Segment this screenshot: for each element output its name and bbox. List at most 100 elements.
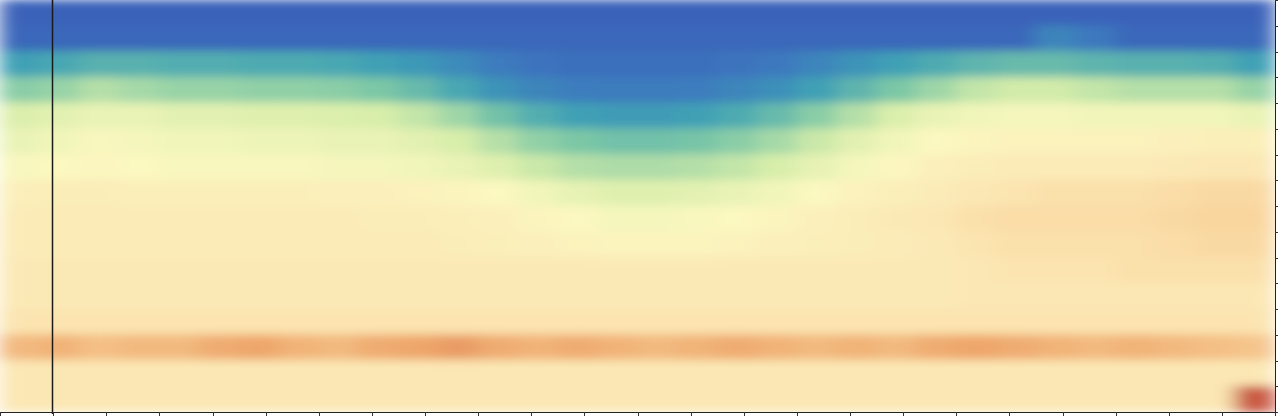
cell bbox=[677, 25, 718, 52]
cell bbox=[1155, 128, 1196, 155]
cell bbox=[677, 334, 718, 361]
cell bbox=[916, 180, 957, 207]
cell bbox=[0, 103, 40, 130]
cell bbox=[199, 51, 240, 78]
cell bbox=[278, 128, 319, 155]
cell bbox=[557, 180, 598, 207]
cell bbox=[1155, 154, 1196, 181]
y-tick bbox=[1275, 206, 1278, 207]
x-tick bbox=[1009, 412, 1010, 416]
cell bbox=[1075, 77, 1116, 104]
cell bbox=[677, 103, 718, 130]
cell bbox=[757, 386, 798, 412]
cell bbox=[79, 206, 120, 233]
cell bbox=[1195, 309, 1236, 336]
cell bbox=[119, 154, 160, 181]
x-tick bbox=[531, 412, 532, 416]
cell bbox=[597, 77, 638, 104]
cell bbox=[796, 103, 837, 130]
y-tick bbox=[1275, 335, 1278, 336]
cell bbox=[318, 283, 359, 310]
cell bbox=[757, 334, 798, 361]
cell bbox=[1195, 180, 1236, 207]
cell bbox=[597, 257, 638, 284]
cell bbox=[1235, 128, 1275, 155]
cell bbox=[438, 283, 479, 310]
cell bbox=[996, 154, 1037, 181]
cell bbox=[637, 180, 678, 207]
cell bbox=[916, 283, 957, 310]
cell bbox=[0, 360, 40, 387]
x-tick bbox=[213, 412, 214, 416]
cell bbox=[79, 283, 120, 310]
cell bbox=[1235, 231, 1275, 258]
cell bbox=[119, 51, 160, 78]
cell bbox=[1035, 25, 1076, 52]
cell bbox=[916, 103, 957, 130]
cell bbox=[757, 309, 798, 336]
cell bbox=[358, 180, 399, 207]
cell bbox=[438, 25, 479, 52]
cell bbox=[1235, 283, 1275, 310]
cell bbox=[1075, 154, 1116, 181]
y-tick bbox=[1275, 103, 1278, 104]
cell bbox=[1115, 180, 1156, 207]
cell bbox=[996, 180, 1037, 207]
y-tick bbox=[1275, 258, 1278, 259]
cell bbox=[836, 386, 877, 412]
cell bbox=[597, 206, 638, 233]
cell bbox=[438, 360, 479, 387]
cell bbox=[757, 360, 798, 387]
cell bbox=[1235, 334, 1275, 361]
cell bbox=[119, 309, 160, 336]
cell bbox=[796, 180, 837, 207]
cell bbox=[79, 128, 120, 155]
cell bbox=[517, 180, 558, 207]
cell bbox=[717, 128, 758, 155]
cell bbox=[637, 154, 678, 181]
cell bbox=[557, 334, 598, 361]
cell bbox=[796, 154, 837, 181]
cell bbox=[318, 103, 359, 130]
cell bbox=[318, 128, 359, 155]
cell bbox=[836, 103, 877, 130]
cell bbox=[478, 206, 519, 233]
cell bbox=[318, 386, 359, 412]
cell bbox=[278, 25, 319, 52]
cell bbox=[1075, 128, 1116, 155]
cell bbox=[159, 0, 200, 26]
y-tick bbox=[1275, 309, 1278, 310]
cell bbox=[996, 257, 1037, 284]
cell bbox=[796, 25, 837, 52]
cell bbox=[478, 128, 519, 155]
cell bbox=[996, 334, 1037, 361]
cell bbox=[956, 103, 997, 130]
cell bbox=[119, 360, 160, 387]
cell bbox=[478, 154, 519, 181]
cell bbox=[398, 231, 439, 258]
cell bbox=[1115, 206, 1156, 233]
cell bbox=[119, 25, 160, 52]
cell bbox=[637, 0, 678, 26]
x-tick bbox=[903, 412, 904, 416]
cell bbox=[517, 257, 558, 284]
cell bbox=[278, 77, 319, 104]
cell bbox=[717, 154, 758, 181]
cell bbox=[1075, 206, 1116, 233]
y-tick bbox=[1275, 52, 1278, 53]
cell bbox=[1115, 231, 1156, 258]
cell bbox=[796, 77, 837, 104]
x-tick bbox=[372, 412, 373, 416]
cell bbox=[796, 309, 837, 336]
cell bbox=[438, 103, 479, 130]
cell bbox=[358, 257, 399, 284]
cell bbox=[517, 206, 558, 233]
cell bbox=[318, 309, 359, 336]
cell bbox=[1235, 154, 1275, 181]
cell bbox=[0, 51, 40, 78]
cell bbox=[318, 360, 359, 387]
cell bbox=[199, 0, 240, 26]
cell bbox=[1155, 0, 1196, 26]
cell bbox=[1195, 206, 1236, 233]
cell bbox=[1195, 77, 1236, 104]
